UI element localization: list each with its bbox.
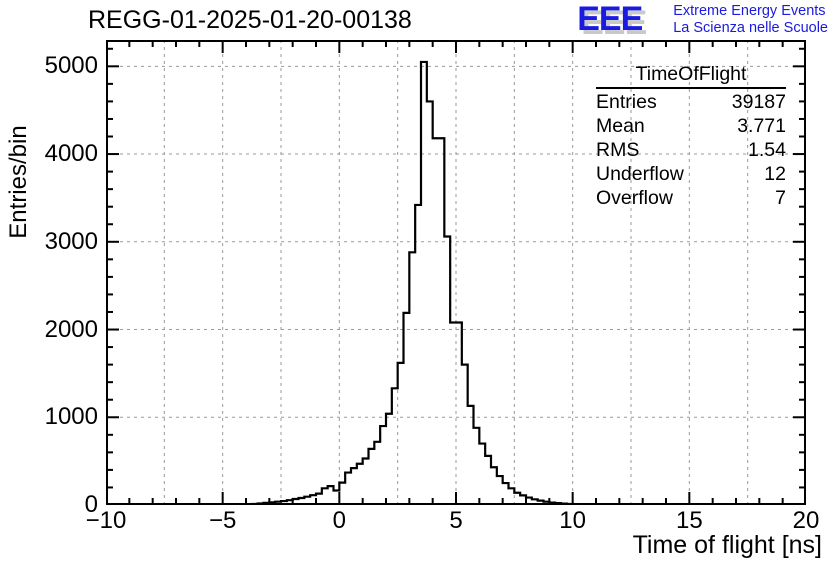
stats-row-value: 3.771 (737, 115, 786, 137)
plot-frame (106, 40, 806, 505)
stats-rows: Entries 39187 Mean 3.771 RMS 1.54 Underflow 12 O… (596, 90, 786, 210)
x-tick-label: 0 (332, 507, 347, 534)
y-tick-label: 3000 (44, 227, 98, 255)
x-tick-label: 5 (449, 507, 463, 534)
stats-row-key: Entries (596, 91, 657, 113)
eee-logo-line1: Extreme Energy Events (673, 3, 826, 19)
stats-row: Mean 3.771 (596, 114, 786, 138)
y-tick-label: 0 (84, 491, 98, 518)
y-tick-label: 2000 (44, 315, 98, 343)
x-tick-label: −10 (85, 507, 127, 534)
x-tick-label: 15 (675, 507, 703, 534)
grid-lines (106, 40, 806, 505)
page-title: REGG-01-2025-01-20-00138 (88, 6, 412, 34)
eee-logo-mark-shadow: EEE (581, 4, 647, 42)
x-tick-label: −5 (208, 507, 237, 534)
stats-row-value: 12 (764, 163, 786, 185)
stats-row: Entries 39187 (596, 90, 786, 114)
eee-logo-line2: La Scienza nelle Scuole (673, 19, 828, 36)
eee-logo-mark: EEE EEE (577, 0, 665, 40)
x-tick-label: 20 (792, 507, 820, 534)
y-tick-label: 5000 (44, 52, 98, 80)
histogram-plot (106, 40, 806, 505)
y-tick-label: 4000 (44, 140, 98, 168)
stats-row-value: 7 (775, 187, 786, 209)
stats-row-value: 39187 (731, 91, 786, 113)
stats-box: TimeOfFlight Entries 39187 Mean 3.771 RMS 1.5… (596, 62, 786, 210)
stats-row: Underflow 12 (596, 162, 786, 186)
eee-logo-text: Extreme Energy Events La Scienza nelle S… (673, 2, 828, 36)
stats-row-key: Overflow (596, 187, 673, 209)
stats-row-key: RMS (596, 139, 640, 161)
stats-row-key: Underflow (596, 163, 684, 185)
x-tick-label: 10 (559, 507, 587, 534)
x-axis-title: Time of flight [ns] (632, 531, 822, 559)
stats-row-value: 1.54 (748, 139, 786, 161)
eee-logo: EEE EEE Extreme Energy Events La Scienza… (577, 0, 828, 40)
stats-title: TimeOfFlight (596, 62, 786, 89)
eee-logo-mark-main: EEE (577, 0, 643, 38)
y-axis-title: Entries/bin (5, 125, 32, 239)
y-tick-label: 1000 (44, 403, 98, 431)
stats-row: Overflow 7 (596, 186, 786, 210)
stats-row-key: Mean (596, 115, 645, 137)
stats-row: RMS 1.54 (596, 138, 786, 162)
